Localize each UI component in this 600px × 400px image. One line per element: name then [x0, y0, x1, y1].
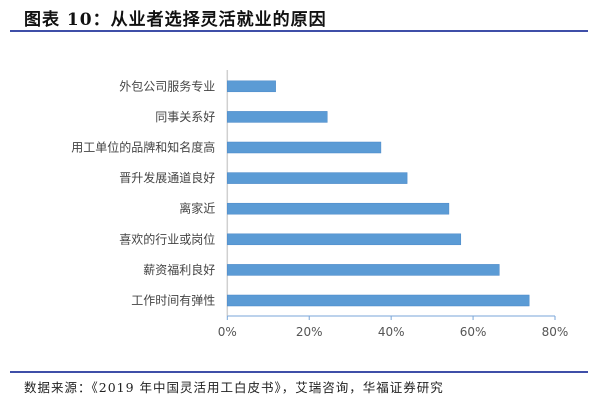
bar-4 — [227, 202, 450, 215]
category-label: 薪资福利良好 — [143, 262, 215, 277]
category-label: 喜欢的行业或岗位 — [119, 231, 215, 246]
x-tick-label: 20% — [296, 325, 323, 339]
bar-3 — [227, 172, 408, 184]
bar-6 — [227, 264, 500, 276]
category-label: 工作时间有弹性 — [131, 294, 215, 308]
category-label: 同事关系好 — [155, 110, 215, 124]
bar-0 — [227, 80, 276, 93]
bar-2 — [227, 141, 382, 154]
x-tick-label: 40% — [378, 325, 405, 339]
source-note: 数据来源：《2019 年中国灵活用工白皮书》，艾瑞咨询，华福证券研究 — [24, 380, 444, 395]
category-label: 外包公司服务专业 — [119, 78, 215, 93]
bar-1 — [227, 111, 328, 123]
x-tick-label: 60% — [460, 325, 487, 339]
x-tick-label: 0% — [218, 325, 237, 339]
x-tick-label: 80% — [542, 325, 569, 339]
title-divider — [10, 30, 588, 32]
source-divider — [10, 371, 588, 373]
bar-7 — [227, 294, 530, 307]
figure-title: 图表 10：从业者选择灵活就业的原因 — [24, 10, 327, 30]
bar-5 — [227, 233, 462, 246]
category-label: 用工单位的品牌和知名度高 — [71, 140, 215, 155]
category-label: 晋升发展通道良好 — [119, 170, 215, 185]
category-label: 离家近 — [179, 201, 215, 216]
